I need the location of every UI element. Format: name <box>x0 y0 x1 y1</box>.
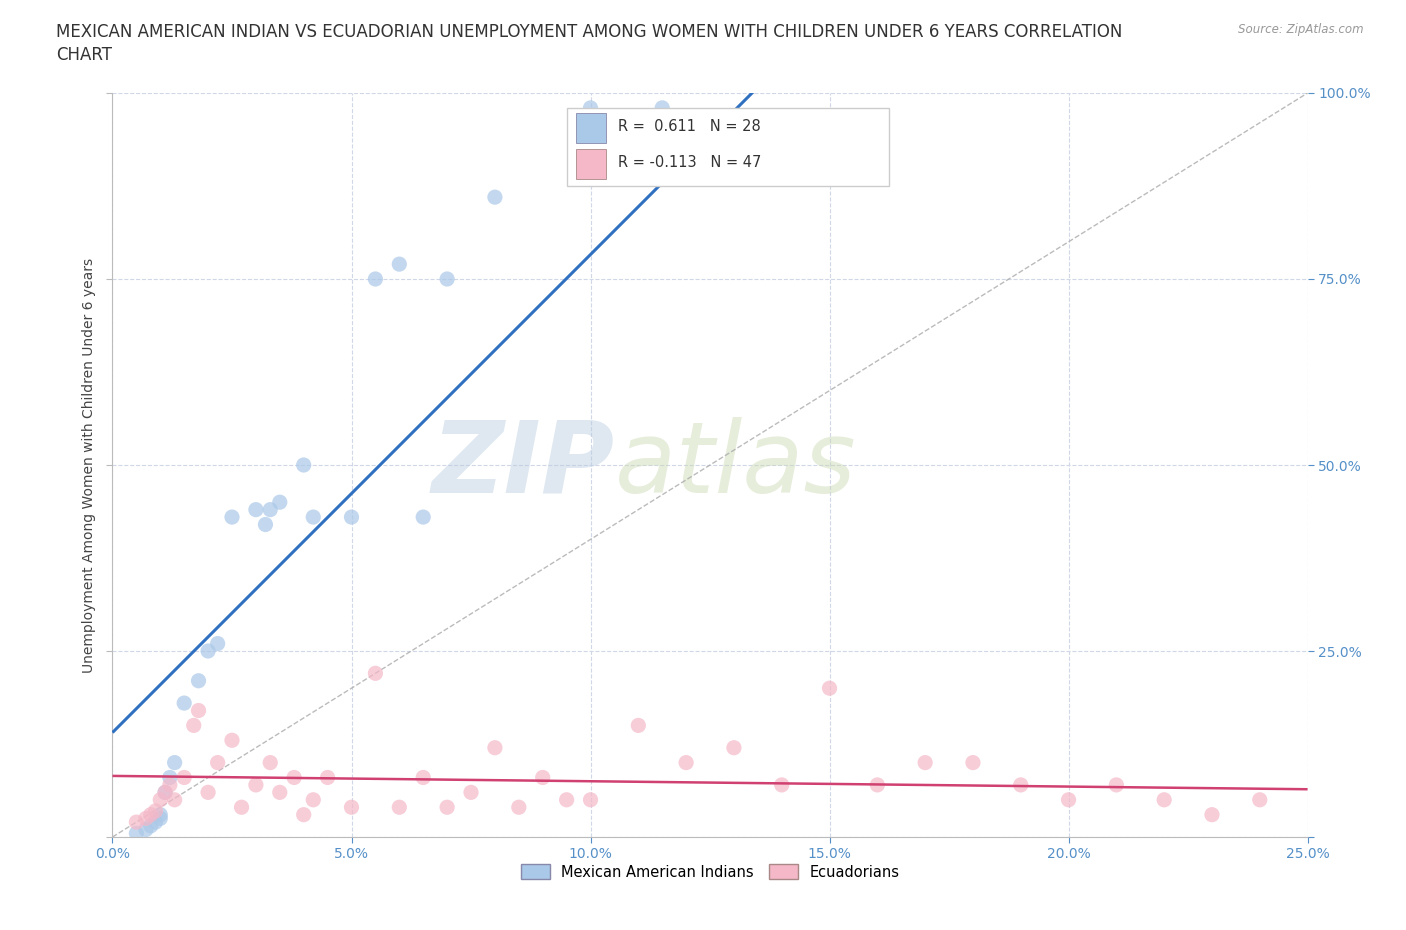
Point <box>221 510 243 525</box>
Point <box>508 800 530 815</box>
Text: ZIP: ZIP <box>432 417 614 513</box>
Point <box>866 777 889 792</box>
Point <box>388 257 411 272</box>
Point <box>221 733 243 748</box>
Point <box>125 826 148 841</box>
Point <box>197 785 219 800</box>
Point <box>531 770 554 785</box>
Point <box>149 807 172 822</box>
Legend: Mexican American Indians, Ecuadorians: Mexican American Indians, Ecuadorians <box>515 858 905 885</box>
Point <box>914 755 936 770</box>
Point <box>579 792 602 807</box>
Point <box>1105 777 1128 792</box>
Point <box>436 272 458 286</box>
Point <box>340 510 363 525</box>
Point <box>1153 792 1175 807</box>
Point <box>135 811 157 826</box>
Point <box>259 755 281 770</box>
Point <box>484 190 506 205</box>
Point <box>245 777 267 792</box>
Point <box>269 495 291 510</box>
Point <box>153 785 176 800</box>
Point <box>163 792 186 807</box>
Point <box>269 785 291 800</box>
Point <box>651 100 673 115</box>
Point <box>675 755 697 770</box>
Point <box>302 510 325 525</box>
Point <box>135 822 157 837</box>
Point <box>627 718 650 733</box>
Point <box>207 755 229 770</box>
Point <box>125 815 148 830</box>
Point <box>197 644 219 658</box>
Point <box>159 770 181 785</box>
Point <box>292 458 315 472</box>
Text: MEXICAN AMERICAN INDIAN VS ECUADORIAN UNEMPLOYMENT AMONG WOMEN WITH CHILDREN UND: MEXICAN AMERICAN INDIAN VS ECUADORIAN UN… <box>56 23 1122 41</box>
Point <box>254 517 277 532</box>
Point <box>283 770 305 785</box>
Point <box>1010 777 1032 792</box>
Bar <box>576 149 606 179</box>
Text: R = -0.113   N = 47: R = -0.113 N = 47 <box>619 154 762 169</box>
Point <box>149 811 172 826</box>
Point <box>340 800 363 815</box>
Point <box>412 510 434 525</box>
Point <box>436 800 458 815</box>
Point <box>259 502 281 517</box>
Point <box>153 785 176 800</box>
Text: atlas: atlas <box>614 417 856 513</box>
Point <box>183 718 205 733</box>
Point <box>139 807 162 822</box>
FancyBboxPatch shape <box>567 108 890 186</box>
Point <box>163 755 186 770</box>
Point <box>173 770 195 785</box>
Point <box>555 792 578 807</box>
Point <box>159 777 181 792</box>
Point <box>292 807 315 822</box>
Point <box>316 770 339 785</box>
Point <box>245 502 267 517</box>
Point <box>1201 807 1223 822</box>
Point <box>187 703 209 718</box>
Point <box>139 818 162 833</box>
Text: CHART: CHART <box>56 46 112 64</box>
Point <box>364 272 387 286</box>
Point <box>149 792 172 807</box>
Text: Source: ZipAtlas.com: Source: ZipAtlas.com <box>1239 23 1364 36</box>
Point <box>145 815 167 830</box>
Point <box>187 673 209 688</box>
Point <box>818 681 841 696</box>
Point <box>770 777 793 792</box>
Y-axis label: Unemployment Among Women with Children Under 6 years: Unemployment Among Women with Children U… <box>82 258 96 672</box>
Point <box>1249 792 1271 807</box>
Bar <box>576 113 606 143</box>
Point <box>484 740 506 755</box>
Point <box>145 804 167 818</box>
Text: R =  0.611   N = 28: R = 0.611 N = 28 <box>619 119 761 134</box>
Point <box>579 100 602 115</box>
Point <box>173 696 195 711</box>
Point <box>302 792 325 807</box>
Point <box>231 800 253 815</box>
Point <box>723 740 745 755</box>
Point <box>962 755 984 770</box>
Point <box>364 666 387 681</box>
Point <box>412 770 434 785</box>
Point <box>1057 792 1080 807</box>
Point <box>388 800 411 815</box>
Point <box>460 785 482 800</box>
Point <box>207 636 229 651</box>
